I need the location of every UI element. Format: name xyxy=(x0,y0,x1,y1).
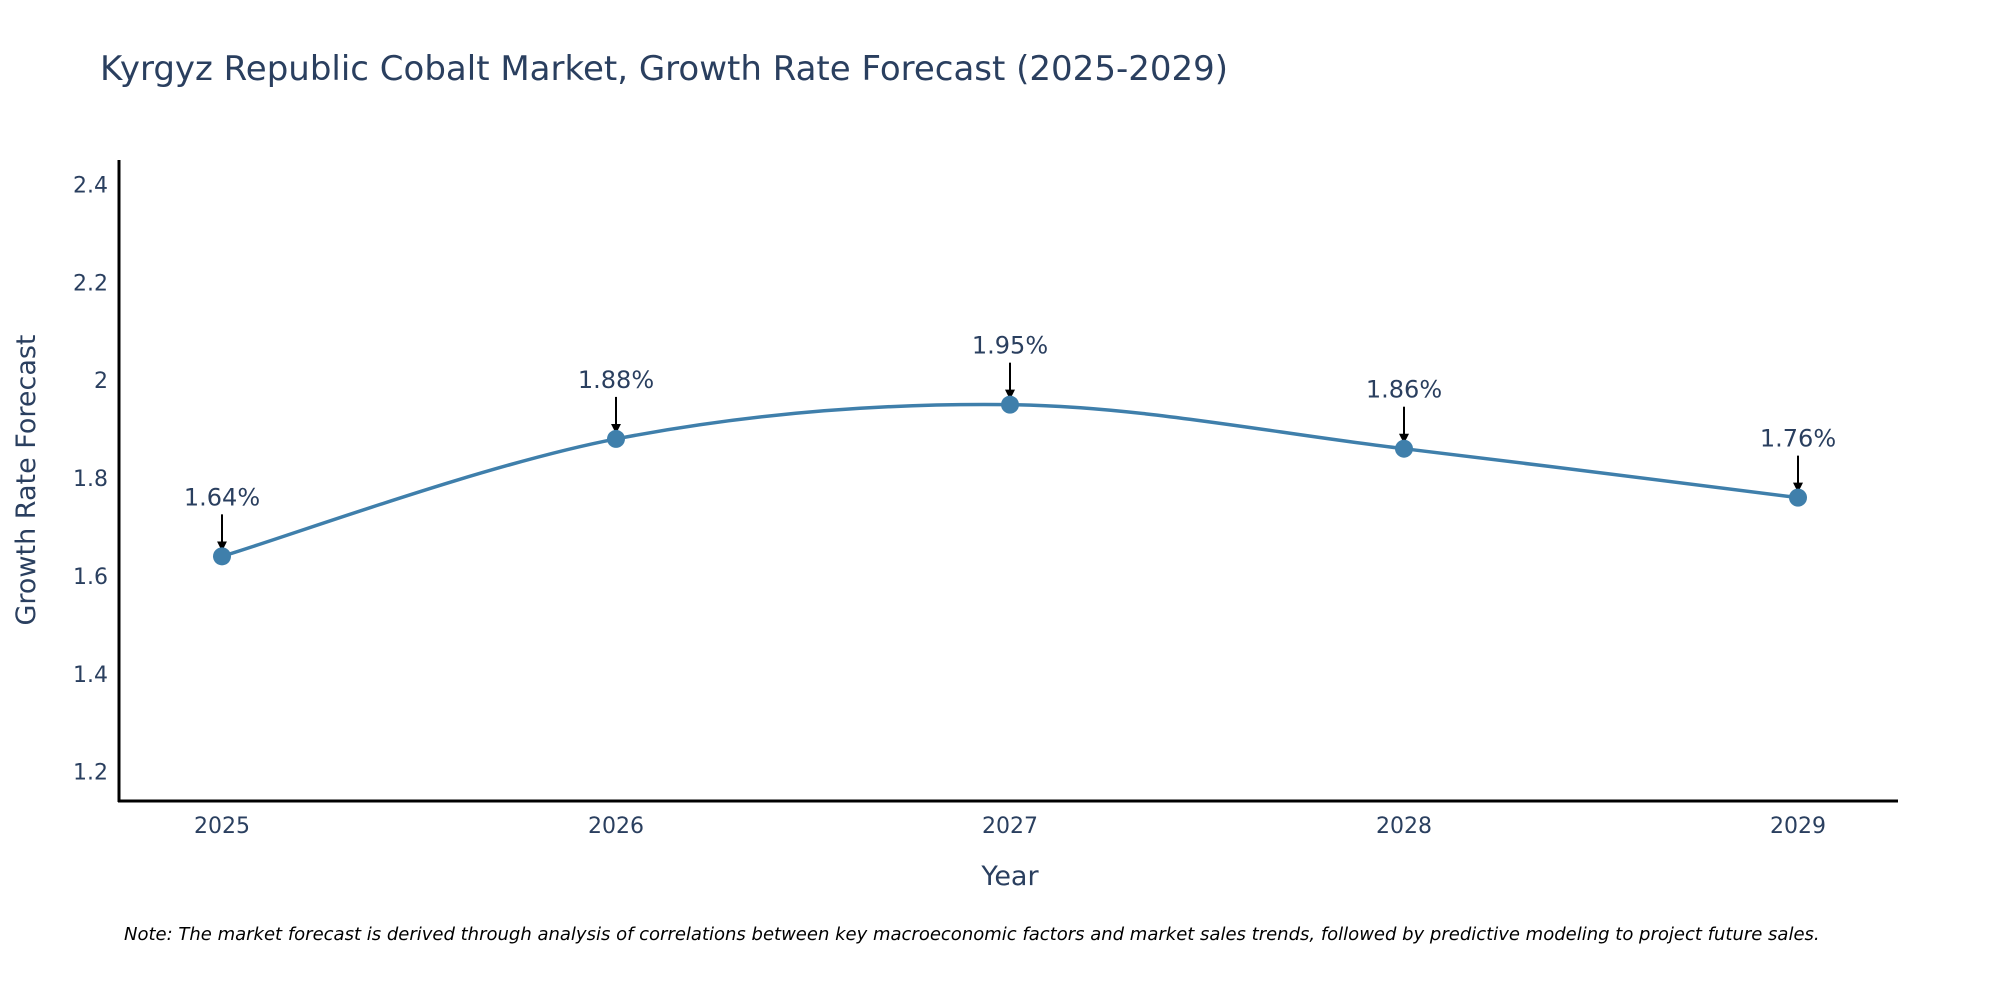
y-axis-ticks: 1.2 1.4 1.6 1.8 2 2.2 2.4 xyxy=(73,173,108,785)
data-point-label: 1.88% xyxy=(578,366,654,394)
x-tick-label: 2025 xyxy=(194,814,250,839)
data-labels: 1.64% 1.88% 1.95% 1.86% 1.76% xyxy=(184,332,1836,512)
x-tick-label: 2027 xyxy=(982,814,1038,839)
data-point-marker xyxy=(607,429,625,448)
x-tick-label: 2028 xyxy=(1376,814,1432,839)
y-tick-label: 2.2 xyxy=(73,271,108,296)
y-tick-label: 1.2 xyxy=(73,761,108,786)
x-axis-ticks: 2025 2026 2027 2028 2029 xyxy=(194,814,1826,839)
data-point-marker xyxy=(213,547,231,566)
data-point-label: 1.95% xyxy=(972,332,1048,360)
data-markers xyxy=(213,395,1807,566)
annotation-arrows xyxy=(217,362,1803,552)
data-point-marker xyxy=(1789,488,1807,507)
data-point-label: 1.64% xyxy=(184,483,260,511)
y-tick-label: 1.6 xyxy=(73,565,108,590)
data-point-marker xyxy=(1001,395,1019,414)
y-axis-title: Growth Rate Forecast xyxy=(11,334,42,625)
chart-title: Kyrgyz Republic Cobalt Market, Growth Ra… xyxy=(100,49,1228,89)
data-point-marker xyxy=(1395,439,1413,458)
series-line xyxy=(221,402,1799,559)
y-tick-label: 1.4 xyxy=(73,663,108,688)
data-point-label: 1.76% xyxy=(1760,425,1836,453)
y-tick-label: 2.4 xyxy=(73,173,108,198)
y-tick-label: 1.8 xyxy=(73,467,108,492)
y-tick-label: 2 xyxy=(94,369,108,394)
x-tick-label: 2026 xyxy=(588,814,644,839)
x-tick-label: 2029 xyxy=(1770,814,1826,839)
data-point-label: 1.86% xyxy=(1366,376,1442,404)
footnote: Note: The market forecast is derived thr… xyxy=(124,924,1820,945)
x-axis-title: Year xyxy=(980,861,1039,892)
